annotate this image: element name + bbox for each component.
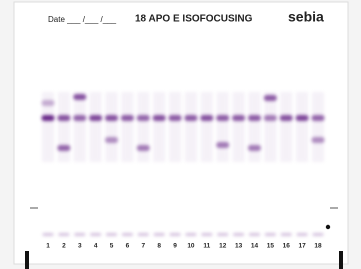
faint-band xyxy=(43,233,54,236)
faint-band xyxy=(90,233,101,236)
band xyxy=(169,115,182,121)
faint-band xyxy=(281,233,292,236)
band xyxy=(248,145,261,151)
lane-label: 18 xyxy=(314,243,322,250)
faint-band xyxy=(217,233,228,236)
lane-label: 9 xyxy=(173,243,177,250)
lane-smear xyxy=(106,92,118,162)
faint-band xyxy=(122,233,133,236)
faint-band xyxy=(170,233,181,236)
band xyxy=(296,115,309,121)
edge-bar xyxy=(339,251,343,269)
lane-label: 15 xyxy=(267,243,275,250)
lane-smear xyxy=(312,92,324,162)
faint-band xyxy=(233,233,244,236)
lane-smear xyxy=(74,92,86,162)
lane-label: 8 xyxy=(157,243,161,250)
lane-label: 17 xyxy=(299,243,307,250)
lane-label: 11 xyxy=(203,243,210,250)
band xyxy=(57,115,70,121)
lane-label: 6 xyxy=(126,243,130,250)
band xyxy=(137,145,150,151)
faint-band xyxy=(58,233,69,236)
lane-smear xyxy=(185,92,197,162)
lane-label: 16 xyxy=(283,243,291,250)
band xyxy=(42,100,55,106)
band xyxy=(57,145,70,151)
lane-label: 3 xyxy=(78,243,82,250)
band xyxy=(216,115,229,121)
faint-band xyxy=(249,233,260,236)
lane-smear xyxy=(201,92,213,162)
lane-smear xyxy=(217,92,229,162)
faint-band xyxy=(138,233,149,236)
band xyxy=(232,115,245,121)
gel-scan: Date ___ /___ /___ 18 APO E ISOFOCUSING … xyxy=(0,0,361,269)
lane-smear xyxy=(248,92,260,162)
faint-band xyxy=(74,233,85,236)
faint-band xyxy=(313,233,324,236)
band xyxy=(89,115,102,121)
lane-label: 5 xyxy=(110,243,114,250)
edge-bar xyxy=(25,251,29,269)
band xyxy=(105,137,118,143)
band xyxy=(264,95,277,101)
faint-band xyxy=(185,233,196,236)
gel-title: 18 APO E ISOFOCUSING xyxy=(135,14,253,25)
brand-logo: sebia xyxy=(288,9,324,25)
lane-smear xyxy=(169,92,181,162)
faint-band xyxy=(106,233,117,236)
band xyxy=(121,115,134,121)
band xyxy=(184,115,197,121)
lane-label: 13 xyxy=(235,243,243,250)
band xyxy=(312,115,325,121)
faint-band xyxy=(154,233,165,236)
band xyxy=(73,94,86,100)
lane-label: 10 xyxy=(187,243,195,250)
page: Date ___ /___ /___ 18 APO E ISOFOCUSING … xyxy=(0,0,361,269)
lane-label: 1 xyxy=(46,243,50,250)
band xyxy=(153,115,166,121)
band xyxy=(200,115,213,121)
lane-smear xyxy=(264,92,276,162)
lane-smear xyxy=(58,92,70,162)
lane-smear xyxy=(121,92,133,162)
lane-smear xyxy=(137,92,149,162)
faint-band xyxy=(297,233,308,236)
lane-smear xyxy=(153,92,165,162)
lane-smear xyxy=(280,92,292,162)
lane-smear xyxy=(90,92,102,162)
faint-band xyxy=(201,233,212,236)
band xyxy=(105,115,118,121)
date-field: Date ___ /___ /___ xyxy=(48,15,117,24)
faint-band xyxy=(265,233,276,236)
marker-dot xyxy=(326,225,330,229)
lane-label: 12 xyxy=(219,243,227,250)
band xyxy=(264,115,277,121)
lane-smear xyxy=(296,92,308,162)
band xyxy=(312,137,325,143)
band xyxy=(248,115,261,121)
band xyxy=(42,115,55,121)
lane-label: 14 xyxy=(251,243,259,250)
lane-label: 7 xyxy=(141,243,145,250)
band xyxy=(137,115,150,121)
lane-label: 4 xyxy=(94,243,98,250)
band xyxy=(280,115,293,121)
lane-label: 2 xyxy=(62,243,66,250)
band xyxy=(216,142,229,148)
band xyxy=(73,115,86,121)
lane-smear xyxy=(233,92,245,162)
